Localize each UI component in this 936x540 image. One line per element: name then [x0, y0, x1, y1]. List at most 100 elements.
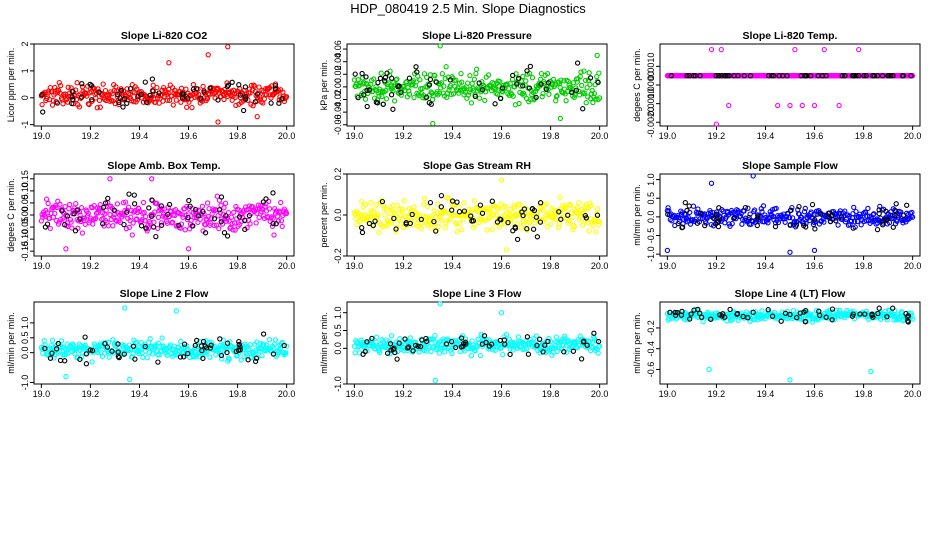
data-point: [684, 73, 690, 79]
data-point: [862, 311, 868, 317]
data-point: [801, 222, 807, 229]
data-point: [397, 336, 403, 342]
y-axis-label: kPa per min.: [319, 60, 329, 111]
data-point: [544, 201, 550, 207]
data-point: [686, 203, 692, 209]
data-point: [513, 213, 519, 219]
x-tick-label: 19.2: [82, 131, 100, 141]
data-point: [198, 95, 204, 101]
data-point: [379, 198, 386, 205]
data-point: [514, 221, 521, 227]
data-point: [432, 72, 438, 79]
x-tick-label: 19.6: [180, 389, 198, 399]
data-point: [222, 86, 228, 93]
data-point: [125, 204, 132, 210]
x-tick-label: 19.8: [542, 261, 560, 271]
data-point: [553, 216, 559, 223]
data-point: [540, 207, 546, 213]
data-point: [498, 95, 504, 102]
data-point: [412, 339, 419, 346]
data-point: [102, 200, 109, 206]
data-point: [787, 249, 793, 255]
data-point: [208, 342, 214, 348]
y-tick-label: -0.0010: [646, 88, 656, 119]
data-point: [159, 206, 165, 212]
data-point: [545, 80, 552, 86]
data-point: [557, 115, 564, 122]
data-point: [199, 203, 206, 209]
data-point: [204, 200, 211, 206]
data-point: [276, 100, 282, 106]
data-point: [391, 215, 397, 222]
data-point: [713, 209, 720, 215]
data-point: [77, 356, 83, 362]
data-point: [411, 204, 417, 210]
data-point: [65, 84, 71, 90]
data-point: [219, 216, 225, 222]
data-point: [861, 73, 867, 79]
data-point: [469, 338, 475, 344]
data-point: [672, 312, 679, 318]
data-point: [497, 216, 503, 222]
data-point: [155, 214, 162, 221]
y-tick-label: -0.2: [646, 320, 656, 336]
data-point: [67, 201, 73, 208]
x-tick-label: 19.4: [757, 389, 775, 399]
data-point: [853, 73, 859, 79]
data-point: [582, 90, 588, 96]
data-point: [865, 205, 871, 212]
data-point: [87, 347, 93, 353]
data-point: [78, 205, 85, 211]
data-point: [376, 229, 382, 236]
data-point: [263, 196, 269, 202]
data-point: [424, 338, 430, 345]
data-point: [374, 334, 380, 340]
data-point: [121, 351, 127, 357]
data-point: [444, 217, 451, 224]
data-point: [242, 84, 249, 90]
y-axis-label: degees C per min.: [632, 48, 642, 122]
data-point: [672, 309, 678, 316]
data-point: [432, 377, 438, 384]
data-point: [73, 96, 80, 103]
data-point: [573, 87, 580, 93]
data-point: [775, 102, 781, 109]
y-tick-label: -1: [20, 121, 30, 129]
data-point: [769, 73, 775, 79]
data-point: [371, 208, 377, 214]
data-point: [543, 86, 549, 92]
y-axis-label: ml/min per min.: [632, 312, 642, 374]
data-point: [413, 79, 419, 85]
data-point: [189, 104, 195, 111]
data-point: [178, 338, 184, 345]
data-point: [802, 319, 809, 325]
data-point: [240, 347, 247, 353]
x-tick-label: 19.6: [180, 261, 198, 271]
data-point: [492, 101, 498, 107]
data-point: [39, 92, 45, 98]
data-point: [685, 214, 691, 220]
y-tick-label: 1.0: [333, 306, 343, 319]
data-point: [273, 221, 279, 227]
data-point: [74, 207, 81, 213]
data-point: [229, 220, 235, 227]
x-tick-label: 19.4: [444, 389, 462, 399]
data-point: [558, 216, 564, 222]
data-point: [534, 234, 541, 240]
data-point: [421, 195, 428, 202]
data-point: [195, 213, 202, 219]
data-point: [465, 92, 472, 98]
data-point: [453, 77, 459, 83]
data-point: [459, 79, 465, 85]
data-point: [688, 311, 694, 317]
data-point: [713, 211, 720, 217]
data-point: [908, 310, 914, 316]
x-tick-label: 19.8: [855, 261, 873, 271]
y-tick-label: -0.4: [646, 341, 656, 357]
data-point: [85, 101, 91, 107]
data-point: [260, 331, 267, 337]
data-point: [269, 223, 276, 229]
data-point: [888, 73, 894, 79]
data-point: [275, 87, 282, 93]
data-point: [122, 305, 128, 311]
